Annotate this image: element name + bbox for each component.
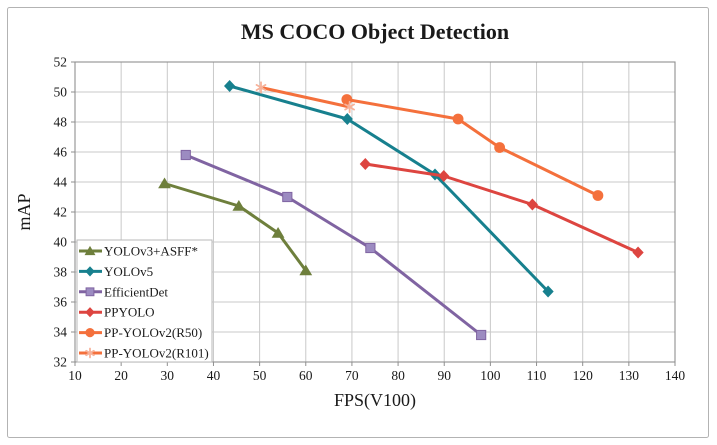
x-tick-label: 80 (391, 368, 405, 383)
y-tick-label: 52 (54, 55, 68, 70)
y-tick-label: 44 (54, 175, 68, 190)
y-tick-label: 34 (54, 325, 68, 340)
marker-diamond (542, 285, 554, 298)
marker-circle (85, 328, 95, 338)
marker-diamond (526, 198, 538, 211)
marker-circle (452, 113, 464, 125)
series-line (345, 98, 600, 197)
chart-title: MS COCO Object Detection (241, 19, 509, 44)
series-line (363, 162, 640, 254)
marker-triangle (299, 264, 313, 276)
legend-item: PP-YOLOv2(R50) (79, 325, 202, 340)
legend-box (76, 239, 213, 363)
legend-label: YOLOv3+ASFF* (104, 244, 198, 259)
x-tick-label: 90 (437, 368, 451, 383)
series-line (259, 86, 352, 109)
series-ppyolo (359, 158, 644, 259)
legend-label: PPYOLO (104, 305, 155, 320)
x-tick-label: 40 (207, 368, 221, 383)
marker-triangle (158, 177, 171, 189)
x-tick-label: 70 (345, 368, 359, 383)
marker-triangle (271, 227, 285, 238)
marker-square (476, 329, 487, 341)
series-line (184, 153, 483, 337)
x-axis-title: FPS(V100) (334, 390, 416, 411)
y-tick-label: 32 (54, 355, 68, 370)
x-tick-label: 140 (665, 368, 686, 383)
marker-circle (494, 142, 506, 153)
series-pp-yolov2-r50 (341, 94, 604, 201)
marker-square (365, 242, 376, 254)
marker-diamond (632, 246, 644, 259)
x-tick-label: 30 (161, 368, 175, 383)
marker-asterisk (255, 81, 267, 94)
plot-border (74, 61, 676, 363)
marker-diamond (359, 158, 371, 170)
marker-diamond (224, 80, 236, 92)
marker-diamond (85, 266, 95, 277)
legend-label: PP-YOLOv2(R50) (104, 325, 202, 340)
legend-item: PPYOLO (79, 305, 155, 320)
marker-square (85, 287, 95, 297)
marker-diamond (85, 307, 95, 318)
marker-circle (341, 94, 353, 105)
y-tick-label: 50 (54, 85, 68, 100)
outer-frame (7, 7, 709, 438)
x-tick-label: 10 (68, 368, 82, 383)
series-efficientdet (180, 149, 487, 341)
legend-item: EfficientDet (79, 284, 168, 299)
series-line (163, 182, 308, 272)
y-tick-label: 36 (54, 295, 68, 310)
x-tick-label: 130 (619, 368, 640, 383)
series-pp-yolov2-r101 (255, 81, 356, 114)
x-tick-label: 120 (573, 368, 594, 383)
legend-item: YOLOv5 (79, 264, 153, 279)
marker-asterisk (344, 100, 356, 114)
y-tick-label: 38 (54, 265, 68, 280)
legend-item: PP-YOLOv2(R101) (79, 346, 209, 361)
legend-label: YOLOv5 (104, 264, 153, 279)
x-tick-label: 100 (480, 368, 501, 383)
x-tick-label: 60 (299, 368, 313, 383)
x-tick-label: 20 (114, 368, 128, 383)
series-layer (158, 80, 644, 341)
y-tick-label: 48 (54, 115, 68, 130)
legend-item: YOLOv3+ASFF* (79, 244, 198, 259)
marker-triangle (232, 200, 246, 211)
marker-circle (592, 190, 604, 201)
marker-asterisk (85, 347, 95, 359)
legend: YOLOv3+ASFF* YOLOv5 EfficientDet PPYOLO PP-Y… (76, 239, 213, 363)
legend-label: PP-YOLOv2(R101) (104, 346, 209, 361)
series-yolov3-asff (158, 177, 313, 276)
legend-label: EfficientDet (104, 284, 168, 299)
series-line (228, 84, 550, 293)
marker-square (180, 149, 191, 161)
y-tick-label: 46 (54, 145, 68, 160)
y-tick-label: 40 (54, 235, 68, 250)
y-tick-label: 42 (54, 205, 68, 220)
marker-diamond (341, 113, 353, 125)
marker-diamond (438, 170, 450, 182)
marker-square (282, 191, 293, 203)
x-tick-label: 110 (527, 368, 547, 383)
series-yolov5 (224, 80, 554, 298)
marker-triangle (84, 245, 96, 256)
x-tick-label: 50 (253, 368, 267, 383)
y-axis-title: mAP (14, 193, 34, 230)
